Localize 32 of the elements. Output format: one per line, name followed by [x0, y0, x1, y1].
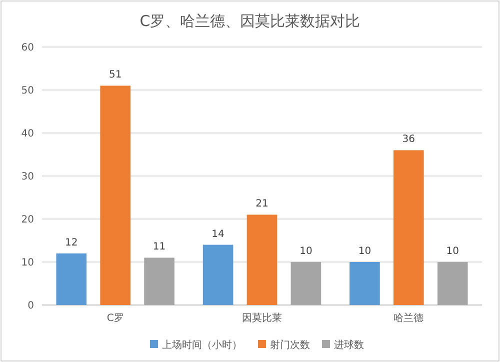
x-tick-label: 哈兰德 [394, 312, 424, 324]
chart-title: C罗、哈兰德、因莫比莱数据对比 [140, 12, 360, 30]
data-label: 10 [300, 246, 312, 257]
y-tick-label: 40 [21, 128, 34, 140]
bar [100, 86, 130, 305]
data-label: 10 [358, 246, 372, 257]
legend-label: 射门次数 [270, 339, 310, 351]
bar [437, 262, 468, 305]
bar [144, 258, 174, 305]
bar [56, 253, 87, 305]
y-tick-label: 0 [28, 300, 34, 312]
bar [290, 262, 322, 305]
data-label: 11 [152, 242, 166, 253]
y-tick-label: 30 [21, 172, 34, 182]
legend-label: 上场时间（小时） [162, 339, 242, 351]
x-tick-label: C罗 [106, 313, 124, 324]
y-tick-label: 60 [21, 42, 34, 54]
y-tick-label: 50 [21, 86, 34, 96]
data-label: 21 [256, 198, 268, 210]
y-tick-label: 10 [21, 258, 34, 268]
data-label: 36 [402, 134, 416, 146]
data-label: 10 [446, 246, 459, 257]
bar [394, 150, 424, 305]
bar [350, 262, 380, 305]
y-tick-label: 20 [21, 214, 34, 226]
data-label: 51 [108, 70, 122, 81]
legend-label: 进球数 [334, 339, 364, 351]
bar [202, 244, 234, 305]
data-label: 12 [65, 237, 78, 248]
data-label: 14 [212, 228, 224, 240]
bar [246, 214, 278, 305]
x-tick-label: 因莫比莱 [242, 312, 282, 324]
